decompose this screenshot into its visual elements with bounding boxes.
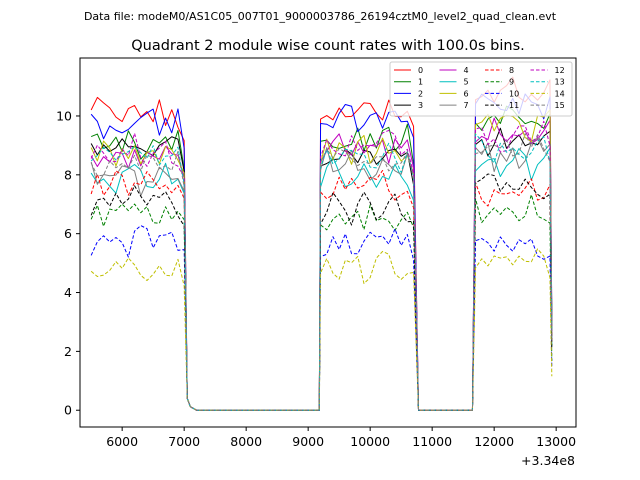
legend-label-15: 15 — [555, 101, 565, 110]
x-tick-label: 11000 — [412, 434, 452, 449]
plot-series-layer — [90, 76, 553, 411]
legend-label-3: 3 — [418, 101, 423, 110]
series-line-13 — [90, 133, 553, 411]
series-line-11 — [90, 173, 553, 411]
series-line-14 — [90, 248, 553, 411]
legend-label-8: 8 — [509, 66, 514, 75]
x-tick-label: 6000 — [106, 434, 138, 449]
legend-label-10: 10 — [509, 89, 519, 98]
x-tick-label: 12000 — [474, 434, 514, 449]
y-tick-label: 2 — [64, 344, 72, 359]
legend-label-13: 13 — [555, 78, 565, 87]
legend-label-4: 4 — [464, 66, 469, 75]
legend-label-9: 9 — [509, 78, 514, 87]
x-tick-label: 10000 — [350, 434, 390, 449]
y-tick-label: 0 — [64, 403, 72, 418]
series-line-15 — [90, 133, 553, 411]
legend-label-12: 12 — [555, 66, 565, 75]
legend-label-1: 1 — [418, 78, 423, 87]
legend-label-5: 5 — [464, 78, 469, 87]
legend-label-0: 0 — [418, 66, 423, 75]
x-tick-label: 13000 — [536, 434, 576, 449]
legend-label-14: 14 — [555, 89, 565, 98]
series-line-6 — [90, 109, 553, 411]
legend-label-7: 7 — [464, 101, 469, 110]
y-tick-label: 6 — [64, 226, 72, 241]
legend-label-11: 11 — [509, 101, 519, 110]
chart-title: Quadrant 2 module wise count rates with … — [131, 38, 525, 54]
y-tick-label: 4 — [64, 285, 72, 300]
x-offset-label: +3.34e8 — [521, 453, 575, 468]
y-tick-label: 10 — [56, 108, 72, 123]
axis-ticks: 6000 7000 8000 9000 10000 11000 12000 13000 0 2 4 6… — [56, 108, 576, 449]
x-tick-label: 7000 — [168, 434, 200, 449]
x-tick-label: 9000 — [292, 434, 324, 449]
series-line-9 — [90, 194, 553, 411]
legend-box — [389, 61, 573, 117]
legend-label-6: 6 — [464, 89, 469, 98]
x-tick-label: 8000 — [230, 434, 262, 449]
series-line-7 — [90, 137, 553, 411]
plot-frame — [79, 57, 577, 428]
y-tick-label: 8 — [64, 167, 72, 182]
series-line-10 — [90, 225, 553, 411]
series-line-8 — [90, 170, 553, 411]
legend-label-2: 2 — [418, 89, 423, 98]
figure-suptitle: Data file: modeM0/AS1C05_007T01_90000037… — [84, 10, 557, 23]
